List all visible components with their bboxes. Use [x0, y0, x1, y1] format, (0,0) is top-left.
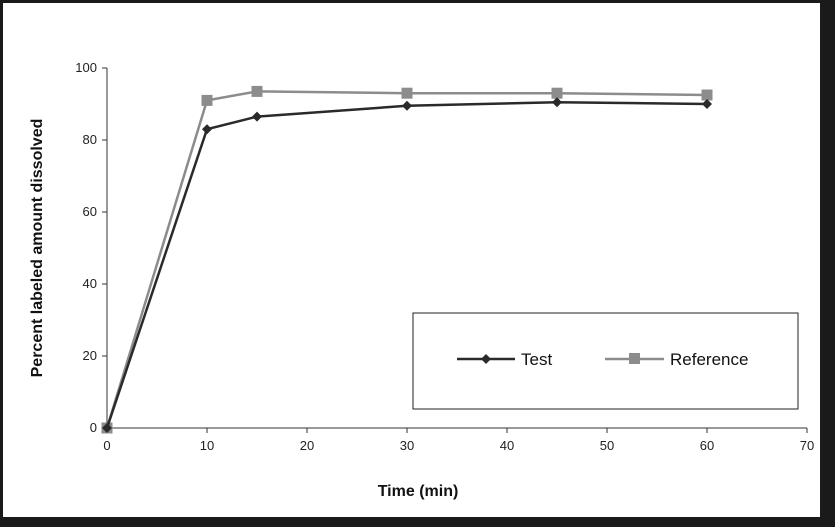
legend-marker-reference: [629, 353, 640, 364]
y-tick-label: 40: [83, 276, 97, 291]
x-axis-title: Time (min): [378, 483, 459, 500]
data-point-reference: [401, 87, 413, 99]
data-point-test: [402, 100, 412, 111]
legend-label-test: Test: [521, 350, 552, 369]
y-tick-label: 100: [75, 60, 97, 75]
x-tick-label: 70: [800, 438, 814, 453]
y-axis-title: Percent labeled amount dissolved: [29, 119, 46, 378]
data-point-reference: [551, 87, 563, 99]
x-tick-label: 60: [700, 438, 714, 453]
data-point-test: [552, 97, 562, 108]
data-point-reference: [251, 85, 263, 97]
axes: [106, 68, 807, 429]
legend-marker-test: [481, 354, 491, 364]
x-ticks: 0 10 20 30 40 50 60 70: [103, 428, 814, 453]
x-tick-label: 30: [400, 438, 414, 453]
legend: Test Reference: [412, 312, 799, 410]
x-tick-label: 50: [600, 438, 614, 453]
series-line-reference: [105, 90, 708, 429]
data-point-test: [102, 423, 112, 433]
series-line-test: [105, 100, 708, 429]
series-layer: [101, 85, 713, 434]
data-point-test: [202, 124, 212, 135]
y-tick-label: 0: [90, 420, 97, 435]
x-tick-label: 40: [500, 438, 514, 453]
data-point-test: [702, 99, 712, 109]
x-tick-label: 0: [103, 438, 110, 453]
legend-box: [412, 312, 799, 410]
data-point-reference: [201, 94, 213, 106]
y-tick-label: 20: [83, 348, 97, 363]
data-point-reference: [701, 89, 713, 101]
y-tick-label: 80: [83, 132, 97, 147]
data-point-test: [252, 111, 262, 122]
x-tick-label: 10: [200, 438, 214, 453]
y-tick-label: 60: [83, 204, 97, 219]
x-tick-label: 20: [300, 438, 314, 453]
legend-label-reference: Reference: [670, 350, 748, 369]
y-ticks: 0 20 40 60 80 100: [75, 60, 107, 435]
